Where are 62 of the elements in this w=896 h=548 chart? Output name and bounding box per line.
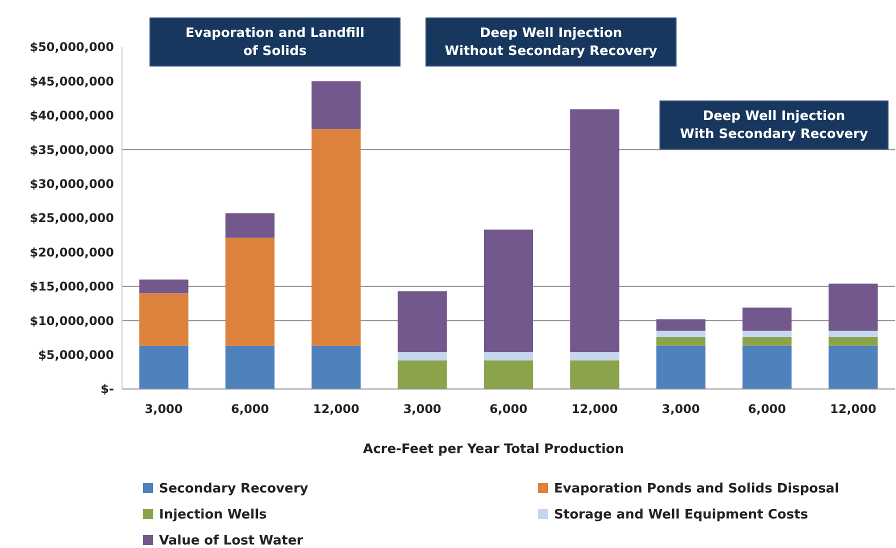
x-tick-label: 6,000 [748, 402, 786, 416]
bar [225, 346, 275, 389]
legend-label: Injection Wells [159, 508, 268, 523]
y-tick-label: $50,000,000 [30, 40, 114, 54]
label-box: Evaporation and Landfill of Solids [150, 18, 400, 66]
x-tick-label: 6,000 [230, 402, 269, 416]
bar [742, 308, 792, 331]
bar [828, 337, 878, 346]
y-tick-label: $15,000,000 [30, 280, 114, 294]
legend-label: Evaporation Ponds and Solids Disposal [554, 482, 840, 497]
bar [484, 352, 534, 360]
bar [828, 346, 878, 389]
legend-label: Secondary Recovery [159, 482, 309, 497]
bar [828, 284, 878, 331]
bar [139, 280, 188, 294]
bar [139, 346, 188, 389]
annotation: Evaporation and Landfill of Solids [186, 26, 364, 59]
bar [656, 319, 706, 331]
bar [656, 337, 706, 346]
y-tick-label: $10,000,000 [30, 314, 114, 328]
legend-label: Storage and Well Equipment Costs [554, 508, 808, 523]
bar [742, 337, 792, 346]
y-tick-label: $5,000,000 [38, 348, 114, 362]
x-tick-label: 12,000 [572, 402, 618, 416]
annotation: Deep Well Injection Without Secondary Recovery [444, 26, 658, 59]
bar [570, 360, 620, 389]
bar [484, 230, 534, 352]
bar [312, 81, 361, 130]
x-axis-title: Acre-Feet per Year Total Production [363, 442, 624, 457]
y-tick-label: $45,000,000 [30, 74, 114, 88]
x-tick-label: 12,000 [312, 402, 360, 416]
bar [312, 346, 361, 389]
x-tick-label: 6,000 [490, 402, 528, 416]
label-box: Deep Well Injection With Secondary Recovery [660, 100, 888, 150]
y-tick-label: $35,000,000 [30, 142, 114, 157]
bar [398, 352, 447, 360]
x-tick-label: 12,000 [830, 402, 876, 416]
x-tick-label: 3,000 [662, 402, 700, 416]
y-tick-label: $40,000,000 [30, 108, 114, 123]
bar [312, 129, 361, 346]
bar [570, 352, 620, 360]
bar [225, 213, 275, 238]
bar [656, 330, 706, 338]
annotation: Deep Well Injection With Secondary Recovery [680, 109, 869, 142]
y-tick-label: $30,000,000 [30, 177, 114, 191]
y-tick-label: $20,000,000 [30, 245, 114, 260]
y-tick-label: $- [100, 382, 114, 396]
bar [742, 346, 792, 389]
bar [570, 109, 620, 352]
x-tick-label: 3,000 [144, 402, 183, 416]
bar [484, 360, 534, 389]
label-box: Deep Well Injection Without Secondary Recovery [426, 18, 676, 66]
bar [742, 330, 792, 338]
bar [225, 238, 275, 346]
x-tick-label: 3,000 [403, 402, 442, 416]
bar [656, 346, 706, 389]
bar [398, 360, 447, 389]
legend-label: Value of Lost Water [159, 534, 304, 548]
y-tick-label: $25,000,000 [30, 211, 114, 226]
bar [398, 291, 447, 352]
bar [139, 293, 188, 346]
bar [828, 330, 878, 338]
